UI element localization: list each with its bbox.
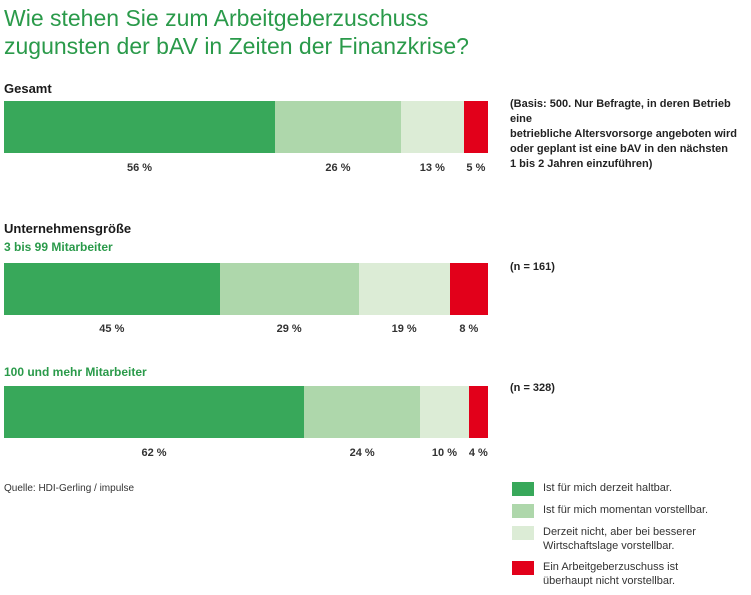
bar-segment-bessere-wirtschaftslage bbox=[400, 101, 464, 153]
value-label-haltbar: 62 % bbox=[141, 447, 167, 459]
bar-segment-vorstellbar bbox=[275, 101, 401, 153]
bar-segment-haltbar bbox=[4, 263, 220, 315]
legend: Ist für mich derzeit haltbar. Ist für mi… bbox=[512, 481, 748, 595]
note-basis-line-1: (Basis: 500. Nur Befragte, in deren Betr… bbox=[510, 98, 731, 125]
bar-segment-nicht-vorstellbar bbox=[463, 101, 488, 153]
stacked-bar-3-bis-99 bbox=[4, 263, 488, 315]
section-label-gesamt: Gesamt bbox=[4, 81, 52, 96]
bar-segment-bessere-wirtschaftslage bbox=[358, 263, 450, 315]
value-label-haltbar: 56 % bbox=[126, 162, 153, 174]
legend-text-haltbar: Ist für mich derzeit haltbar. bbox=[543, 481, 672, 495]
note-basis: (Basis: 500. Nur Befragte, in deren Betr… bbox=[510, 97, 750, 172]
bar-segment-nicht-vorstellbar bbox=[449, 263, 488, 315]
stacked-bar-gesamt bbox=[4, 101, 488, 153]
value-label-nicht-vorstellbar: 5 % bbox=[466, 162, 486, 174]
source-note: Quelle: HDI-Gerling / impulse bbox=[4, 483, 135, 494]
chart-title: Wie stehen Sie zum Arbeitgeberzuschuss z… bbox=[4, 4, 704, 60]
legend-item-bessere-wirtschaftslage: Derzeit nicht, aber bei besserer Wirtsch… bbox=[512, 525, 748, 553]
chart-title-line-2: zugunsten der bAV in Zeiten der Finanzkr… bbox=[4, 33, 469, 59]
legend-text-vorstellbar: Ist für mich momentan vorstellbar. bbox=[543, 503, 708, 517]
section-label-unternehmensgroesse: Unternehmensgröße bbox=[4, 221, 132, 236]
value-label-vorstellbar: 24 % bbox=[349, 447, 375, 459]
percent-labels-3-bis-99: 45 % 29 % 19 % 8 % bbox=[4, 323, 488, 339]
legend-line: Ein Arbeitgeberzuschuss ist bbox=[543, 561, 679, 573]
value-label-nicht-vorstellbar: 4 % bbox=[468, 447, 488, 459]
legend-swatch-haltbar bbox=[512, 482, 534, 496]
chart-title-line-1: Wie stehen Sie zum Arbeitgeberzuschuss bbox=[4, 5, 429, 31]
stacked-bar-100-und-mehr bbox=[4, 386, 488, 438]
legend-line: Ist für mich derzeit haltbar. bbox=[543, 482, 672, 494]
legend-swatch-nicht-vorstellbar bbox=[512, 561, 534, 575]
percent-labels-100-und-mehr: 62 % 24 % 10 % 4 % bbox=[4, 447, 488, 463]
note-n-161: (n = 161) bbox=[510, 261, 555, 273]
value-label-nicht-vorstellbar: 8 % bbox=[459, 323, 479, 335]
percent-labels-gesamt: 56 % 26 % 13 % 5 % bbox=[4, 162, 488, 178]
legend-line: überhaupt nicht vorstellbar. bbox=[543, 575, 676, 587]
bar-segment-haltbar bbox=[4, 386, 305, 438]
group-label-100-und-mehr: 100 und mehr Mitarbeiter bbox=[4, 365, 147, 379]
note-n-328: (n = 328) bbox=[510, 382, 555, 394]
value-label-bessere-wirtschaftslage: 19 % bbox=[391, 323, 417, 335]
legend-item-vorstellbar: Ist für mich momentan vorstellbar. bbox=[512, 503, 748, 518]
group-label-3-bis-99: 3 bis 99 Mitarbeiter bbox=[4, 240, 113, 254]
bar-segment-nicht-vorstellbar bbox=[468, 386, 488, 438]
value-label-vorstellbar: 29 % bbox=[276, 323, 302, 335]
legend-item-haltbar: Ist für mich derzeit haltbar. bbox=[512, 481, 748, 496]
legend-line: Wirtschaftslage vorstellbar. bbox=[543, 540, 675, 552]
bar-segment-vorstellbar bbox=[304, 386, 421, 438]
note-basis-line-2: betriebliche Altersvorsorge angeboten wi… bbox=[510, 128, 737, 140]
bar-segment-haltbar bbox=[4, 101, 276, 153]
legend-swatch-bessere-wirtschaftslage bbox=[512, 526, 534, 540]
bar-segment-bessere-wirtschaftslage bbox=[420, 386, 469, 438]
note-basis-line-3: oder geplant ist eine bAV in den nächste… bbox=[510, 143, 728, 155]
value-label-vorstellbar: 26 % bbox=[325, 162, 351, 174]
value-label-bessere-wirtschaftslage: 13 % bbox=[419, 162, 445, 174]
bar-segment-vorstellbar bbox=[219, 263, 359, 315]
legend-line: Derzeit nicht, aber bei besserer bbox=[543, 526, 696, 538]
legend-swatch-vorstellbar bbox=[512, 504, 534, 518]
legend-item-nicht-vorstellbar: Ein Arbeitgeberzuschuss ist überhaupt ni… bbox=[512, 560, 748, 588]
value-label-haltbar: 45 % bbox=[99, 323, 125, 335]
legend-line: Ist für mich momentan vorstellbar. bbox=[543, 504, 709, 516]
legend-text-nicht-vorstellbar: Ein Arbeitgeberzuschuss ist überhaupt ni… bbox=[543, 560, 678, 588]
legend-text-bessere-wirtschaftslage: Derzeit nicht, aber bei besserer Wirtsch… bbox=[543, 525, 696, 553]
value-label-bessere-wirtschaftslage: 10 % bbox=[431, 447, 457, 459]
note-basis-line-4: 1 bis 2 Jahren einzuführen) bbox=[510, 158, 653, 170]
